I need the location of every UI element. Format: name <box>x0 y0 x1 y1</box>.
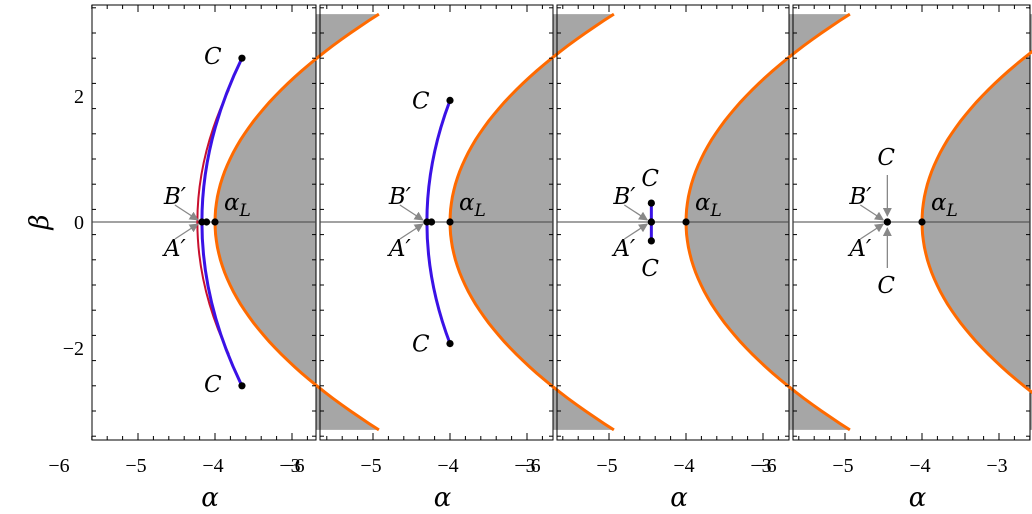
a-prime-label: A′ <box>387 236 412 262</box>
c-bottom-label: C <box>204 372 222 398</box>
x-axis-title: α <box>909 483 927 513</box>
alpha-l-symbol: α <box>459 190 475 216</box>
c-bottom-label: C <box>641 256 659 282</box>
x-tick-label: −4 <box>909 455 930 477</box>
b-prime-arrow <box>174 204 199 221</box>
alpha-l-label: αL <box>224 190 251 221</box>
c-top-point <box>446 96 454 105</box>
c-top-point <box>238 54 246 62</box>
alpha-l-subscript: L <box>946 201 958 221</box>
c-top-label: C <box>412 88 430 114</box>
alpha-l-symbol: α <box>224 190 240 216</box>
x-tick-label: −3 <box>750 455 771 477</box>
alpha-l-point <box>446 218 454 226</box>
alpha-l-subscript: L <box>239 201 251 221</box>
c-bottom-point <box>647 237 655 245</box>
b-prime-label: B′ <box>848 184 872 210</box>
y-axis-title: β <box>25 214 55 230</box>
a-prime-arrow <box>623 223 649 240</box>
b-prime-point <box>427 218 436 226</box>
y-tick-label: 0 <box>74 212 84 234</box>
x-tick-label: −6 <box>48 455 69 477</box>
alpha-l-symbol: α <box>695 190 711 216</box>
a-prime-label: A′ <box>847 236 872 262</box>
alpha-l-subscript: L <box>710 201 722 221</box>
b-prime-point <box>202 218 211 226</box>
alpha-l-symbol: α <box>931 190 947 216</box>
x-tick-label: −4 <box>202 455 223 477</box>
x-axis-title: α <box>201 483 219 513</box>
x-tick-label: −5 <box>360 455 381 477</box>
a-prime-label: A′ <box>162 236 187 262</box>
c-top-point <box>647 199 655 207</box>
alpha-l-point <box>682 218 690 226</box>
x-tick-label: −6 <box>519 455 540 477</box>
x-tick-label: −5 <box>125 455 146 477</box>
c-bottom-point <box>238 382 246 390</box>
a-prime-label: A′ <box>611 236 636 262</box>
a-prime-arrow <box>399 223 424 240</box>
b-prime-point <box>647 218 655 226</box>
x-tick-label: −3 <box>514 455 535 477</box>
x-tick-label: −6 <box>755 455 776 477</box>
c-bottom-label: C <box>877 273 895 299</box>
alpha-l-label: αL <box>459 190 486 221</box>
x-axis-title: α <box>670 483 688 513</box>
y-tick-label: 2 <box>74 86 84 108</box>
c-bottom-label: C <box>412 332 430 358</box>
x-tick-label: −4 <box>673 455 694 477</box>
b-prime-arrow <box>623 204 649 221</box>
alpha-l-label: αL <box>931 190 958 221</box>
b-prime-label: B′ <box>388 184 412 210</box>
alpha-l-subscript: L <box>474 201 486 221</box>
b-prime-arrow <box>399 204 424 221</box>
b-prime-label: B′ <box>612 184 636 210</box>
alpha-l-point <box>918 218 926 226</box>
x-axis-title: α <box>434 483 452 513</box>
c-top-label: C <box>641 166 659 192</box>
alpha-l-point <box>211 218 219 226</box>
x-tick-label: −3 <box>279 455 300 477</box>
c-top-label: C <box>204 44 222 70</box>
x-tick-label: −6 <box>283 455 304 477</box>
b-prime-label: B′ <box>163 184 187 210</box>
b-prime-point <box>883 218 891 226</box>
a-prime-arrow <box>174 223 199 240</box>
y-tick-label: −2 <box>63 338 84 360</box>
b-prime-arrow <box>859 204 885 221</box>
c-bottom-point <box>446 339 454 348</box>
x-tick-label: −3 <box>986 455 1007 477</box>
a-prime-arrow <box>859 223 885 240</box>
x-tick-label: −4 <box>437 455 458 477</box>
x-tick-label: −5 <box>596 455 617 477</box>
x-tick-label: −5 <box>832 455 853 477</box>
c-top-label: C <box>877 145 895 171</box>
alpha-l-label: αL <box>695 190 722 221</box>
